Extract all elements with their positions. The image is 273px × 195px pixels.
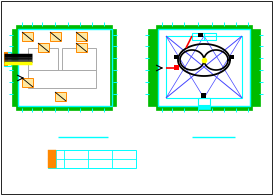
Bar	[28, 70, 96, 88]
Bar	[198, 105, 210, 109]
Bar	[22, 78, 33, 87]
Bar	[198, 33, 203, 37]
Bar	[76, 43, 87, 52]
Bar	[230, 55, 234, 59]
Bar	[48, 150, 56, 159]
Bar	[50, 32, 61, 41]
Bar	[55, 92, 66, 101]
Bar	[201, 93, 206, 98]
Bar	[16, 106, 112, 110]
Bar	[174, 55, 178, 59]
Bar	[198, 98, 210, 105]
Bar	[12, 29, 18, 106]
Bar	[28, 48, 58, 70]
Bar	[4, 52, 8, 66]
Bar	[204, 33, 216, 40]
Bar	[156, 25, 252, 29]
Bar	[148, 29, 158, 106]
Bar	[110, 29, 116, 106]
Bar	[4, 52, 11, 66]
Bar	[174, 65, 179, 70]
Bar	[250, 29, 260, 106]
Bar	[22, 32, 33, 41]
Bar	[38, 43, 49, 52]
Bar	[18, 29, 112, 106]
Bar	[48, 150, 136, 168]
Bar	[76, 32, 87, 41]
Bar	[62, 48, 96, 70]
Bar	[156, 106, 252, 110]
Bar	[48, 159, 56, 168]
Bar	[166, 36, 242, 98]
Bar	[158, 29, 250, 106]
Bar	[16, 25, 112, 29]
Bar	[192, 33, 204, 40]
